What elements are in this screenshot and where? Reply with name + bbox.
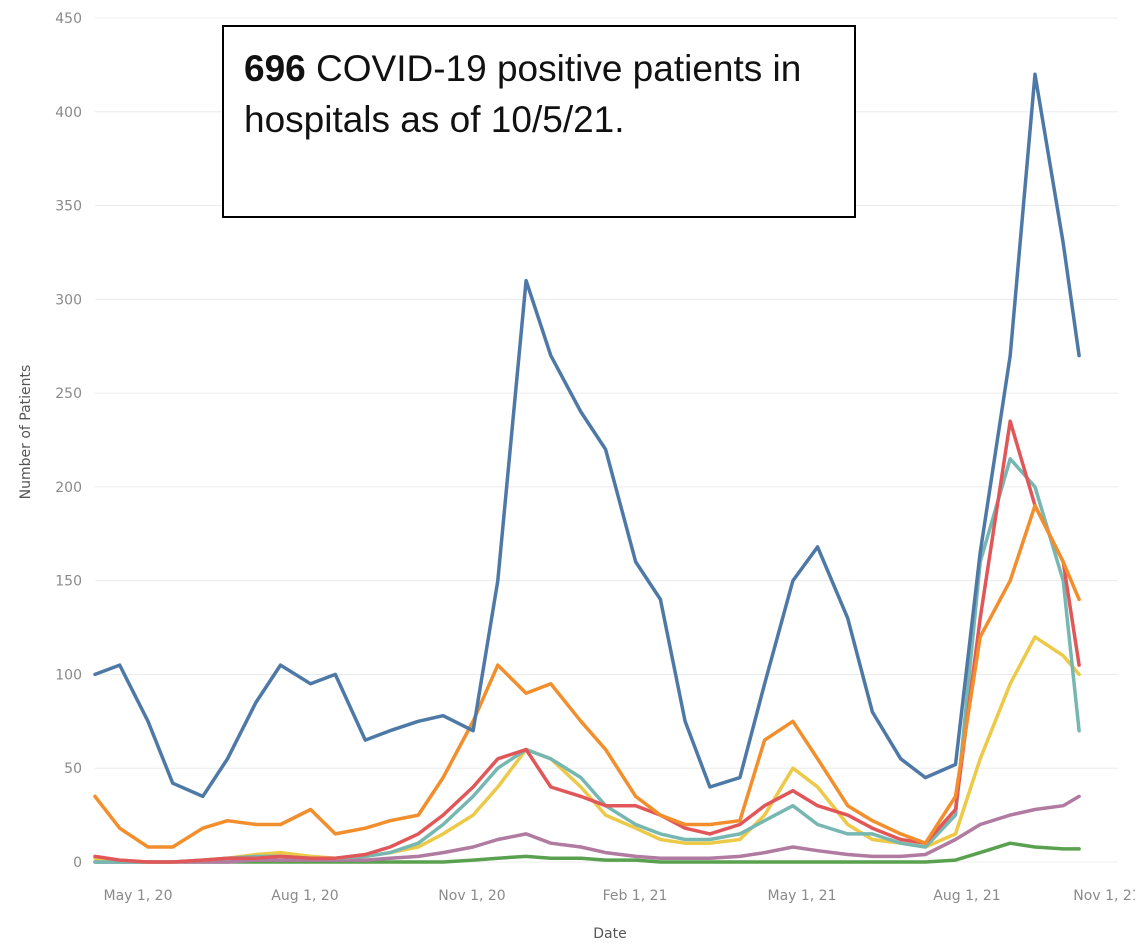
series-line-2 bbox=[93, 503, 1081, 849]
callout-text: COVID-19 positive patients in hospitals … bbox=[244, 48, 802, 140]
x-tick-label: May 1, 20 bbox=[103, 888, 172, 904]
y-axis-title: Number of Patients bbox=[18, 365, 34, 500]
series-line-6 bbox=[93, 794, 1081, 864]
y-tick-label: 0 bbox=[73, 855, 82, 871]
series-line-4 bbox=[93, 457, 1081, 864]
callout-number: 696 bbox=[244, 48, 306, 89]
y-tick-label: 50 bbox=[64, 761, 82, 777]
series-line-5 bbox=[93, 635, 1081, 864]
y-axis-ticks: 0 50 100 150 200 250 300 350 400 450 bbox=[55, 11, 82, 871]
y-tick-label: 350 bbox=[55, 199, 82, 215]
callout-box: 696 COVID-19 positive patients in hospit… bbox=[222, 25, 856, 218]
x-tick-label: Nov 1, 21 bbox=[1073, 888, 1135, 904]
series-line-1 bbox=[93, 72, 1081, 799]
x-tick-label: Feb 1, 21 bbox=[603, 888, 668, 904]
y-tick-label: 300 bbox=[55, 292, 82, 308]
y-tick-label: 400 bbox=[55, 105, 82, 121]
x-axis-title: Date bbox=[593, 926, 626, 942]
y-tick-label: 250 bbox=[55, 386, 82, 402]
series-line-7 bbox=[93, 841, 1081, 864]
y-tick-label: 200 bbox=[55, 480, 82, 496]
x-tick-label: Aug 1, 20 bbox=[271, 888, 338, 904]
x-tick-label: Nov 1, 20 bbox=[438, 888, 505, 904]
y-tick-label: 150 bbox=[55, 574, 82, 590]
x-axis-ticks: May 1, 20 Aug 1, 20 Nov 1, 20 Feb 1, 21 May … bbox=[103, 888, 1135, 904]
y-tick-label: 450 bbox=[55, 11, 82, 27]
series-lines bbox=[93, 72, 1081, 864]
x-tick-label: May 1, 21 bbox=[767, 888, 836, 904]
y-tick-label: 100 bbox=[55, 667, 82, 683]
x-tick-label: Aug 1, 21 bbox=[933, 888, 1000, 904]
